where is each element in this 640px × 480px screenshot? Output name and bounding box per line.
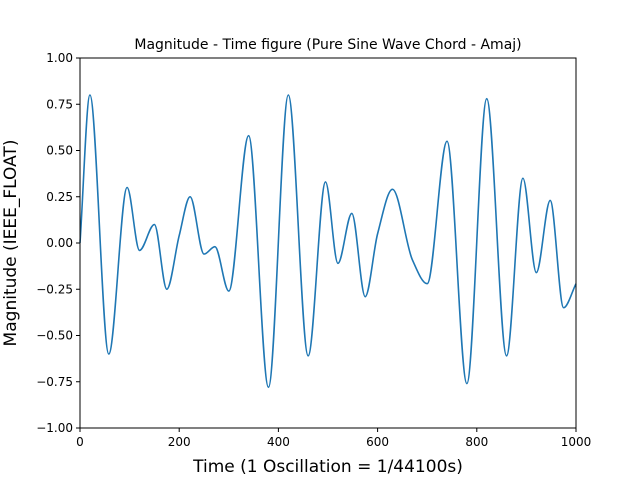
y-tick-label: −0.50 [36,329,73,343]
axis-ticks: 0 200 400 600 800 1000 −1.00 −0.75 −0.50 −0.25 0.0… [36,51,591,449]
plot-frame [79,57,577,429]
y-tick-label: −0.25 [36,282,73,296]
y-tick-label: −1.00 [36,421,73,435]
y-tick-label: 0.25 [46,190,73,204]
y-tick-label: 1.00 [46,51,73,65]
y-tick-label: 0.50 [46,144,73,158]
chart-title: Magnitude - Time figure (Pure Sine Wave … [134,37,521,53]
y-axis-label: Magnitude (IEEE_FLOAT) [1,140,21,347]
x-tick-label: 1000 [561,435,592,449]
x-tick-label: 0 [76,435,84,449]
x-tick-label: 200 [168,435,191,449]
y-tick-label: 0.00 [46,236,73,250]
x-tick-label: 600 [366,435,389,449]
y-tick-label: 0.75 [46,97,73,111]
y-tick-label: −0.75 [36,375,73,389]
x-tick-label: 800 [465,435,488,449]
series-line [79,94,577,389]
series-layer [79,94,577,389]
x-axis-label: Time (1 Oscillation = 1/44100s) [192,457,463,477]
plot-area [80,58,576,428]
x-tick-label: 400 [267,435,290,449]
